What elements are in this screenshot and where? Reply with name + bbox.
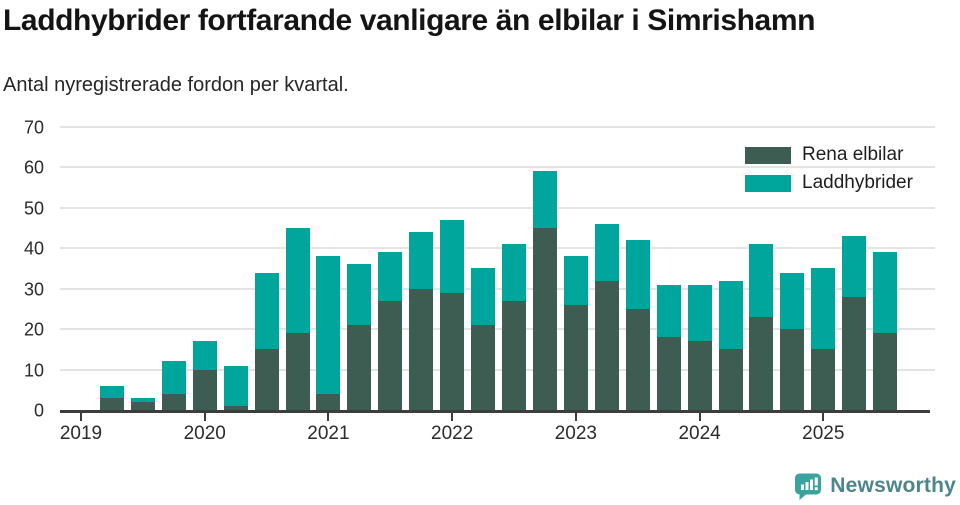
bar-segment-laddhybrider — [842, 236, 867, 297]
x-axis-tick — [451, 413, 454, 421]
bar-segment-laddhybrider — [254, 272, 279, 350]
y-axis-tick-label: 70 — [23, 117, 44, 138]
bar-segment-laddhybrider — [99, 385, 124, 398]
y-axis-tick-label: 40 — [23, 238, 44, 259]
x-axis-tick-label: 2021 — [307, 423, 350, 444]
bar-segment-elbilar — [687, 341, 712, 410]
bar-segment-elbilar — [440, 292, 465, 410]
y-axis-tick-label: 30 — [23, 279, 44, 300]
bar-segment-laddhybrider — [130, 397, 155, 402]
bar-segment-laddhybrider — [347, 264, 372, 326]
bar-segment-elbilar — [223, 405, 248, 410]
gridline — [60, 368, 935, 371]
x-axis-tick-label: 2023 — [554, 423, 598, 444]
bar-segment-laddhybrider — [873, 252, 898, 334]
x-axis-tick-label: 2025 — [802, 423, 845, 444]
legend-label: Laddhybrider — [802, 172, 913, 193]
gridline — [60, 328, 935, 331]
bar-segment-elbilar — [99, 397, 124, 410]
bar-segment-elbilar — [316, 393, 341, 410]
bar-segment-laddhybrider — [780, 272, 805, 330]
bar-segment-laddhybrider — [502, 244, 527, 301]
bar-segment-elbilar — [594, 280, 619, 410]
newsworthy-brand-text: Newsworthy — [830, 474, 956, 497]
legend-label: Rena elbilar — [802, 144, 904, 165]
x-axis-tick — [574, 413, 577, 421]
x-axis-tick — [203, 413, 206, 421]
bar-segment-elbilar — [378, 300, 403, 410]
bar-segment-laddhybrider — [471, 268, 496, 326]
bar-segment-elbilar — [285, 333, 310, 410]
x-axis-line — [60, 410, 930, 413]
bar-segment-elbilar — [780, 329, 805, 410]
x-axis-tick-label: 2024 — [678, 423, 721, 444]
bar-segment-laddhybrider — [811, 268, 836, 350]
x-axis-tick-label: 2022 — [431, 423, 474, 444]
bar-segment-laddhybrider — [749, 244, 774, 317]
y-axis-tick-label: 20 — [23, 319, 44, 340]
bar-segment-laddhybrider — [563, 256, 588, 305]
bar-segment-elbilar — [161, 393, 186, 410]
bar-segment-laddhybrider — [532, 171, 557, 229]
x-axis-tick — [327, 413, 330, 421]
bar-segment-laddhybrider — [687, 284, 712, 342]
gridline — [60, 166, 935, 169]
legend-swatch — [745, 174, 791, 192]
bar-segment-elbilar — [749, 317, 774, 410]
bar-segment-laddhybrider — [718, 280, 743, 350]
x-axis-tick-label: 2019 — [59, 423, 103, 444]
bar-segment-laddhybrider — [594, 224, 619, 281]
gridline — [60, 125, 935, 128]
bar-segment-elbilar — [718, 349, 743, 410]
x-axis-tick — [698, 413, 701, 421]
bar-segment-laddhybrider — [285, 228, 310, 334]
bar-segment-laddhybrider — [223, 365, 248, 406]
x-axis-tick — [80, 413, 82, 421]
bar-segment-laddhybrider — [440, 219, 465, 293]
legend-item: Rena elbilar — [745, 144, 903, 166]
y-axis-tick-label: 50 — [23, 198, 44, 219]
bar-segment-laddhybrider — [316, 256, 341, 394]
bar-segment-elbilar — [347, 325, 372, 410]
bar-segment-elbilar — [873, 333, 898, 410]
legend-item: Laddhybrider — [745, 172, 913, 194]
bar-segment-elbilar — [656, 337, 681, 410]
gridline — [60, 247, 935, 250]
x-axis-tick — [822, 413, 825, 421]
bar-segment-elbilar — [254, 349, 279, 410]
bar-segment-elbilar — [409, 288, 434, 410]
y-axis-tick-label: 0 — [33, 400, 44, 421]
y-axis-tick-label: 60 — [23, 157, 44, 178]
bar-segment-elbilar — [502, 300, 527, 410]
bar-segment-laddhybrider — [161, 361, 186, 394]
chart-subtitle: Antal nyregistrerade fordon per kvartal. — [3, 74, 349, 96]
bar-segment-elbilar — [192, 369, 217, 410]
bar-segment-elbilar — [471, 325, 496, 410]
bar-segment-elbilar — [563, 304, 588, 410]
bar-segment-laddhybrider — [656, 284, 681, 338]
chart-title: Laddhybrider fortfarande vanligare än el… — [3, 4, 816, 37]
gridline — [60, 206, 935, 209]
legend-swatch — [745, 146, 791, 164]
x-axis-tick-label: 2020 — [183, 423, 226, 444]
bar-segment-laddhybrider — [625, 240, 650, 309]
footer: Newsworthy — [793, 471, 956, 501]
bar-segment-elbilar — [532, 228, 557, 410]
y-axis-tick-label: 10 — [23, 360, 44, 381]
gridline — [60, 287, 935, 290]
newsworthy-logo-icon — [793, 471, 823, 501]
bar-segment-laddhybrider — [378, 252, 403, 301]
bar-segment-elbilar — [811, 349, 836, 410]
bar-segment-laddhybrider — [192, 341, 217, 370]
bar-segment-elbilar — [130, 401, 155, 410]
bar-segment-laddhybrider — [409, 232, 434, 289]
bar-segment-elbilar — [625, 308, 650, 410]
bar-segment-elbilar — [842, 296, 867, 410]
